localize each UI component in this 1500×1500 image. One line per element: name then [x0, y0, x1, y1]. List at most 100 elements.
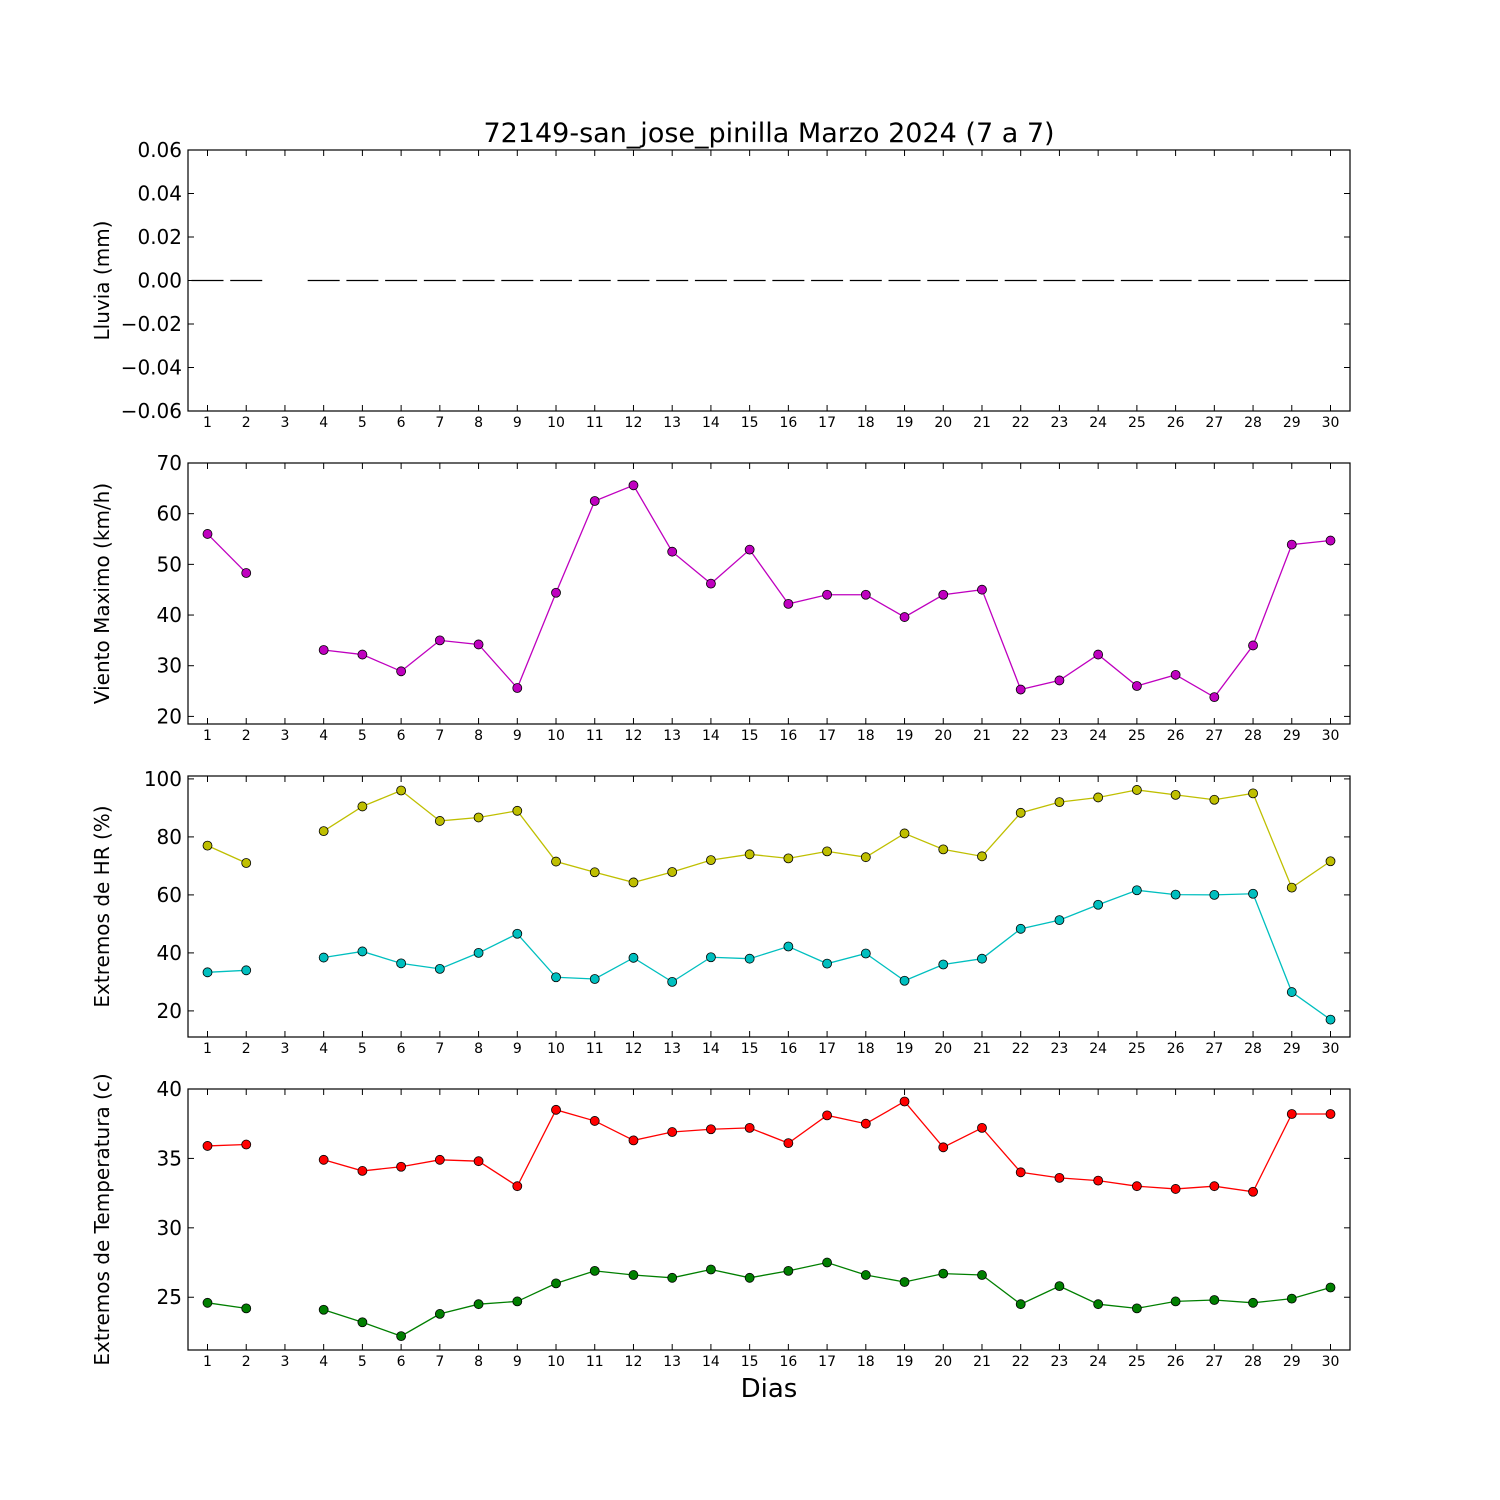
- temperature-data-point: [1209, 1295, 1220, 1305]
- wind-data-point: [318, 645, 329, 655]
- humidity-xtick-label: 13: [663, 1041, 681, 1057]
- rain-xtick-label: 14: [702, 415, 720, 431]
- temperature-data-point: [1286, 1293, 1297, 1304]
- temperature-xtick-label: 13: [663, 1354, 681, 1370]
- humidity-data-point: [357, 801, 368, 812]
- humidity-data-point: [1131, 885, 1142, 896]
- temperature-xtick-label: 25: [1128, 1354, 1146, 1370]
- wind-data-point: [667, 546, 678, 557]
- rain-xtick-label: 7: [435, 415, 444, 431]
- temperature-data-point: [899, 1277, 910, 1287]
- temperature-data-point: [860, 1270, 871, 1280]
- humidity-xtick-label: 20: [934, 1041, 952, 1057]
- temperature-data-point: [1325, 1109, 1336, 1119]
- rain-xtick-label: 6: [397, 415, 406, 431]
- wind-xtick-label: 9: [513, 728, 522, 744]
- wind-data-point: [783, 598, 794, 609]
- temperature-data-point: [512, 1181, 523, 1192]
- wind-data-point: [202, 529, 213, 539]
- rain-xtick-label: 5: [358, 415, 367, 431]
- temperature-xtick-label: 2: [242, 1354, 251, 1370]
- temperature-data-point: [706, 1124, 716, 1135]
- temperature-xtick-label: 20: [934, 1354, 952, 1370]
- humidity-xtick-label: 7: [435, 1041, 444, 1057]
- temperature-data-point: [473, 1299, 484, 1310]
- temperature-data-point: [396, 1331, 407, 1342]
- rain-xtick-label: 13: [663, 415, 681, 431]
- temperature-data-point: [628, 1135, 639, 1146]
- rain-ytick-label: −0.06: [121, 399, 182, 423]
- temperature-xtick-label: 9: [513, 1354, 522, 1370]
- humidity-data-point: [434, 816, 445, 826]
- wind-data-point: [1054, 675, 1065, 686]
- temperature-xtick-label: 30: [1322, 1354, 1340, 1370]
- humidity-data-point: [977, 851, 987, 862]
- wind-series-0: [202, 480, 1336, 703]
- temperature-data-point: [551, 1104, 561, 1115]
- temperature-data-point: [938, 1268, 949, 1279]
- temperature-data-point: [1093, 1175, 1104, 1186]
- temperature-data-point: [318, 1154, 329, 1165]
- humidity-data-point: [1054, 915, 1065, 926]
- humidity-data-point: [1209, 890, 1220, 900]
- rain-xtick-label: 3: [280, 415, 289, 431]
- humidity-ytick-label: 60: [157, 883, 182, 907]
- temperature-xtick-label: 21: [973, 1354, 991, 1370]
- humidity-series-line: [207, 845, 247, 864]
- temperature-xtick-label: 6: [397, 1354, 406, 1370]
- humidity-series-0: [202, 785, 1336, 893]
- temperature-data-point: [783, 1265, 794, 1276]
- wind-xtick-label: 20: [934, 728, 952, 744]
- humidity-series-1: [202, 885, 1336, 1025]
- rain-xtick-label: 10: [547, 415, 565, 431]
- humidity-data-point: [899, 828, 910, 839]
- humidity-data-point: [1286, 987, 1297, 997]
- wind-ytick-label: 40: [157, 603, 182, 627]
- rain-ytick-label: 0.06: [137, 138, 182, 162]
- wind-xtick-label: 1: [203, 728, 212, 744]
- x-axis-label: Dias: [741, 1374, 798, 1404]
- humidity-data-point: [744, 953, 755, 964]
- wind-xtick-label: 30: [1322, 728, 1340, 744]
- wind-data-point: [1286, 539, 1297, 550]
- wind-ytick-label: 70: [157, 451, 182, 475]
- humidity-data-point: [1170, 889, 1181, 900]
- wind-data-point: [1325, 535, 1336, 546]
- rain-ytick-label: 0.00: [137, 269, 182, 293]
- wind-xtick-label: 27: [1205, 728, 1223, 744]
- humidity-data-point: [318, 826, 329, 836]
- temperature-series-0: [202, 1096, 1336, 1197]
- humidity-ytick-label: 40: [157, 941, 182, 965]
- rain-xtick-label: 30: [1322, 415, 1340, 431]
- temperature-data-point: [938, 1142, 949, 1153]
- wind-xtick-label: 22: [1012, 728, 1030, 744]
- temperature-xtick-label: 14: [702, 1354, 720, 1370]
- humidity-data-point: [899, 975, 910, 986]
- wind-data-point: [706, 578, 716, 589]
- temperature-data-point: [1209, 1181, 1220, 1192]
- wind-xtick-label: 11: [586, 728, 604, 744]
- wind-xtick-label: 6: [397, 728, 406, 744]
- humidity-xtick-label: 24: [1089, 1041, 1107, 1057]
- temperature-xtick-label: 7: [435, 1354, 444, 1370]
- rain-xtick-label: 12: [625, 415, 643, 431]
- temperature-data-point: [1015, 1299, 1026, 1310]
- humidity-data-point: [1286, 882, 1297, 893]
- wind-xtick-label: 2: [242, 728, 251, 744]
- humidity-data-point: [512, 928, 523, 939]
- temperature-xtick-label: 4: [319, 1354, 328, 1370]
- wind-data-point: [473, 639, 484, 650]
- humidity-xtick-label: 23: [1051, 1041, 1069, 1057]
- wind-data-point: [977, 584, 987, 595]
- humidity-data-point: [241, 965, 252, 976]
- temperature-xtick-label: 12: [625, 1354, 643, 1370]
- temperature-data-point: [667, 1272, 678, 1283]
- wind-data-point: [396, 666, 407, 677]
- wind-xtick-label: 17: [818, 728, 836, 744]
- humidity-data-point: [1248, 888, 1258, 899]
- humidity-xtick-label: 12: [625, 1041, 643, 1057]
- subplots: 0.060.040.020.00−0.02−0.04−0.06 1 2 3 4 5 6 7 8 9…: [90, 138, 1351, 1370]
- temperature-data-point: [1015, 1167, 1026, 1178]
- humidity-data-point: [860, 948, 871, 959]
- temperature-xtick-label: 5: [358, 1354, 367, 1370]
